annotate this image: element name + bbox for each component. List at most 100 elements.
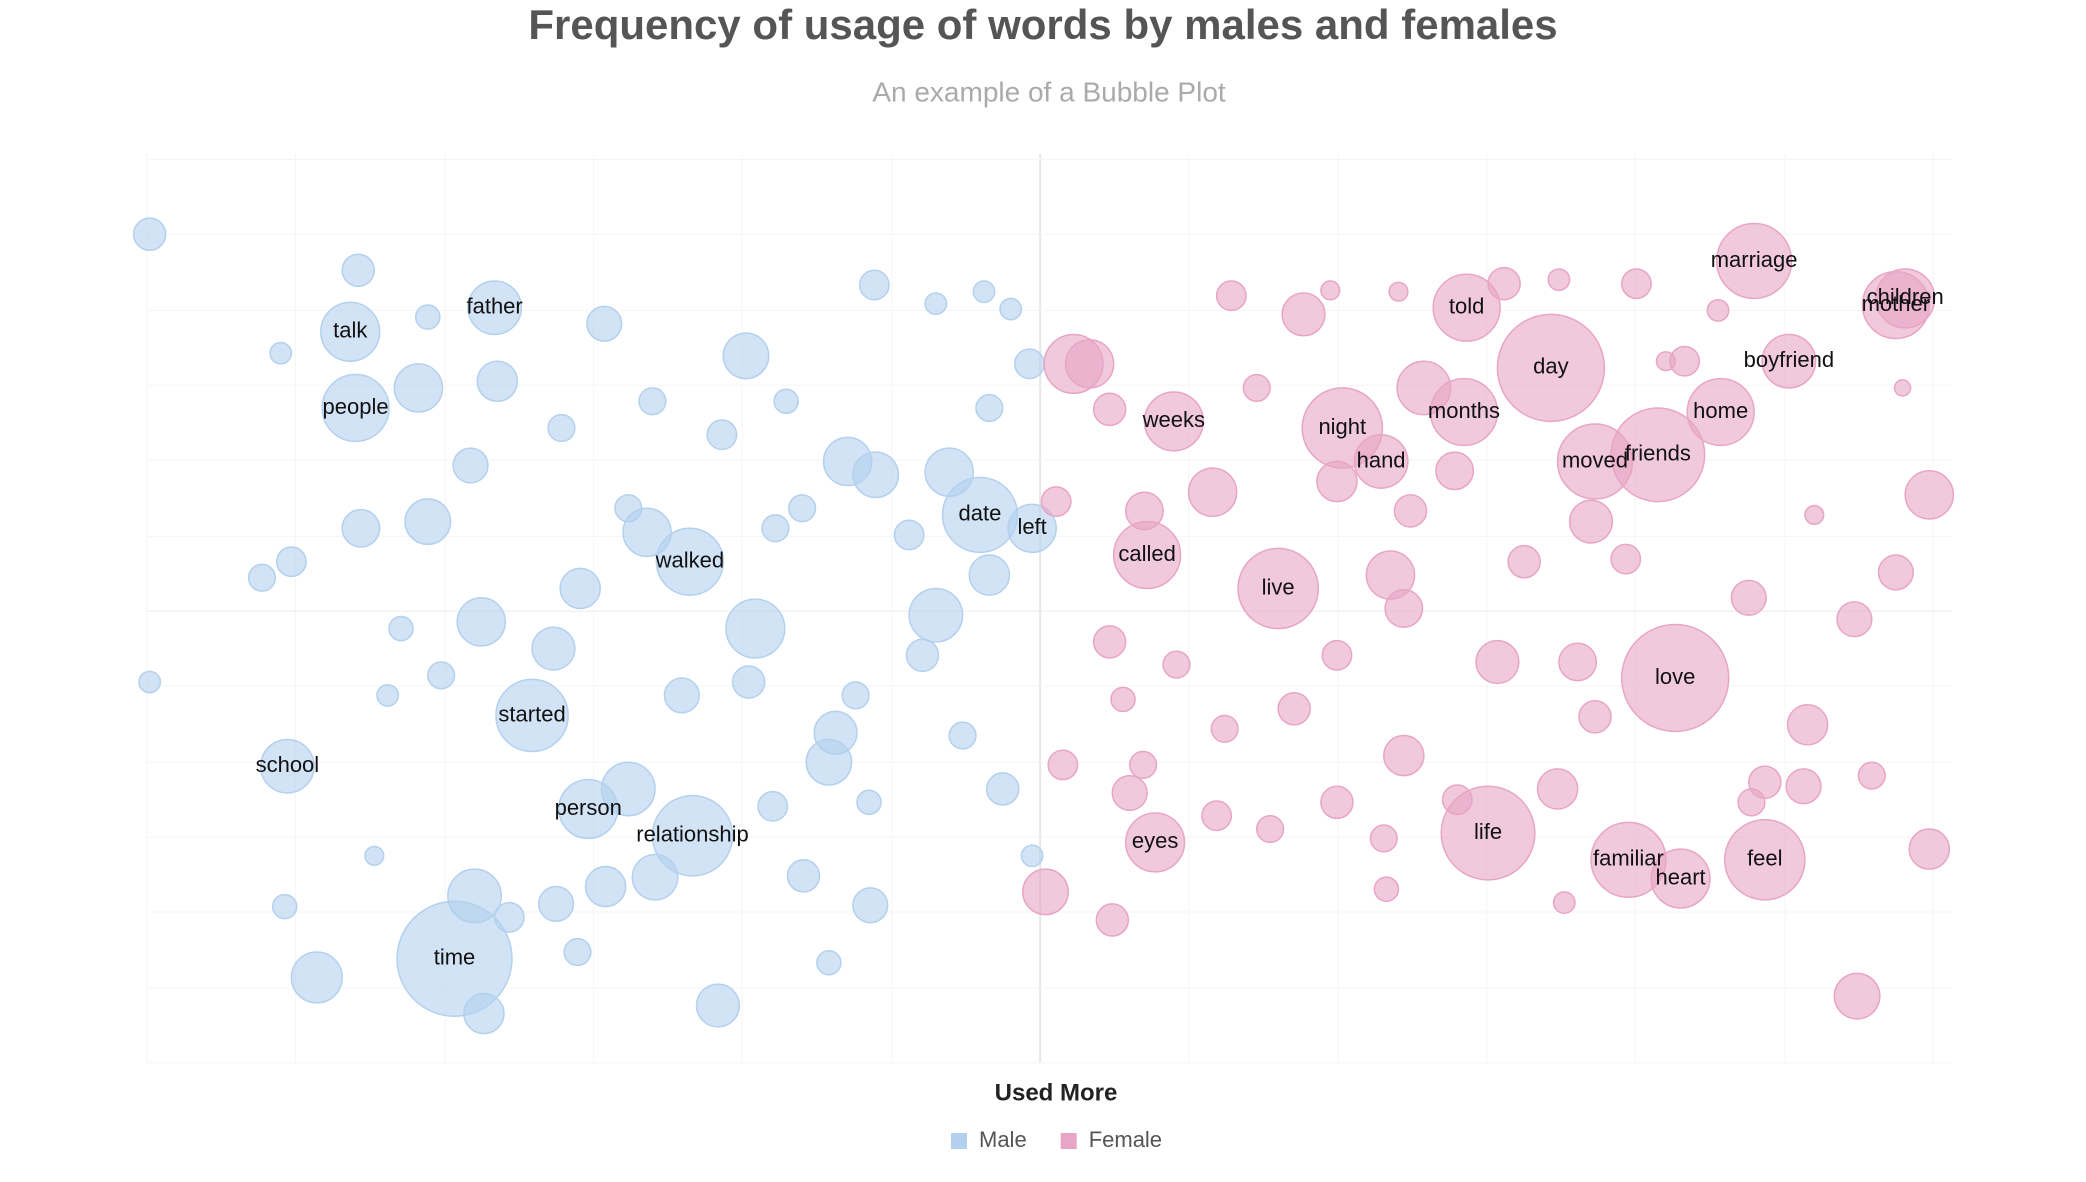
bubble bbox=[695, 983, 741, 1028]
bubble bbox=[1383, 734, 1425, 777]
bubble bbox=[247, 563, 277, 592]
bubble bbox=[290, 951, 343, 1004]
bubble bbox=[655, 527, 725, 596]
bubble bbox=[1558, 642, 1598, 682]
bubble bbox=[1110, 686, 1136, 713]
bubble bbox=[1610, 543, 1642, 575]
bubble bbox=[1277, 691, 1311, 726]
bubble bbox=[1621, 623, 1730, 733]
bubble bbox=[1237, 547, 1319, 630]
bubble-label: boyfriend bbox=[1744, 347, 1835, 372]
bubble bbox=[1552, 891, 1576, 915]
bubble bbox=[1020, 844, 1044, 868]
bubble-label: mother bbox=[1862, 291, 1930, 316]
bubble bbox=[788, 494, 817, 523]
bubble bbox=[259, 738, 315, 794]
bubble bbox=[1861, 270, 1931, 340]
bubble bbox=[364, 845, 385, 866]
bubble bbox=[1124, 812, 1186, 873]
bubble bbox=[706, 419, 738, 451]
bubble-label: eyes bbox=[1132, 828, 1178, 853]
legend-label: Male bbox=[979, 1127, 1027, 1152]
bubble-label: relationship bbox=[636, 822, 749, 847]
bubble bbox=[999, 297, 1023, 321]
bubble bbox=[275, 546, 307, 578]
bubble-label: date bbox=[959, 501, 1002, 526]
bubble bbox=[1321, 639, 1353, 671]
bubble bbox=[651, 794, 734, 877]
bubble bbox=[1210, 714, 1239, 743]
bubble-label: heart bbox=[1656, 864, 1706, 889]
bubble bbox=[1143, 391, 1205, 452]
bubble bbox=[1040, 486, 1072, 518]
bubble bbox=[985, 772, 1020, 806]
bubble bbox=[1429, 377, 1499, 447]
bubble bbox=[908, 587, 964, 643]
bubble bbox=[404, 498, 452, 546]
bubble-label: left bbox=[1017, 514, 1046, 539]
bubble bbox=[1187, 467, 1238, 518]
chart-subtitle: An example of a Bubble Plot bbox=[872, 76, 1226, 107]
bubble bbox=[1723, 818, 1806, 901]
bubble bbox=[1496, 313, 1606, 423]
bubble bbox=[1833, 972, 1881, 1020]
bubble bbox=[1365, 550, 1416, 600]
bubble bbox=[1761, 333, 1817, 389]
legend-swatch bbox=[1060, 1133, 1077, 1149]
bubble bbox=[1201, 800, 1233, 832]
bubble bbox=[638, 387, 667, 416]
bubble bbox=[731, 665, 766, 699]
bubble bbox=[1128, 750, 1158, 780]
bubble bbox=[1393, 494, 1428, 528]
bubble bbox=[1686, 377, 1755, 447]
bubble bbox=[271, 893, 298, 920]
legend-title: Used More bbox=[995, 1079, 1118, 1106]
bubble bbox=[558, 778, 619, 840]
bubble bbox=[858, 269, 890, 301]
legend-label: Female bbox=[1089, 1127, 1162, 1152]
bubble bbox=[1320, 785, 1354, 820]
bubble bbox=[376, 683, 400, 707]
bubble bbox=[1092, 392, 1127, 427]
bubble-label: father bbox=[466, 294, 522, 319]
bubble bbox=[722, 332, 770, 380]
bubble bbox=[1804, 504, 1825, 526]
bubble-label: hand bbox=[1357, 447, 1406, 472]
bubble bbox=[852, 887, 889, 924]
bubble bbox=[495, 678, 569, 753]
bubble bbox=[975, 393, 1004, 423]
bubble bbox=[968, 554, 1011, 596]
bubble bbox=[1610, 407, 1706, 503]
bubble bbox=[1007, 503, 1057, 554]
bubble-label: school bbox=[256, 752, 320, 777]
bubble bbox=[393, 363, 444, 413]
bubble-label: people bbox=[323, 394, 389, 419]
bubble bbox=[321, 373, 390, 443]
bubble bbox=[341, 508, 381, 548]
bubble bbox=[1112, 520, 1182, 590]
bubble bbox=[905, 638, 940, 673]
bubble-label: marriage bbox=[1711, 247, 1798, 272]
bubble-label: life bbox=[1474, 819, 1502, 844]
bubble bbox=[663, 677, 700, 714]
bubble bbox=[924, 292, 948, 316]
bubble bbox=[1908, 828, 1951, 870]
bubble bbox=[893, 519, 925, 551]
bubble bbox=[396, 900, 513, 1017]
bubble bbox=[1650, 848, 1711, 909]
bubble bbox=[816, 949, 842, 976]
bubble bbox=[1092, 625, 1127, 659]
bubble bbox=[1706, 298, 1730, 322]
bubble-label: told bbox=[1449, 294, 1484, 319]
bubble bbox=[1388, 281, 1409, 302]
bubble bbox=[559, 567, 602, 610]
bubble bbox=[1022, 868, 1069, 916]
bubble bbox=[1536, 768, 1579, 810]
bubble bbox=[786, 859, 821, 893]
bubble bbox=[1621, 268, 1652, 300]
bubble bbox=[1215, 280, 1247, 312]
bubble bbox=[1013, 348, 1045, 380]
bubble bbox=[1737, 788, 1766, 817]
bubble bbox=[1064, 339, 1115, 389]
